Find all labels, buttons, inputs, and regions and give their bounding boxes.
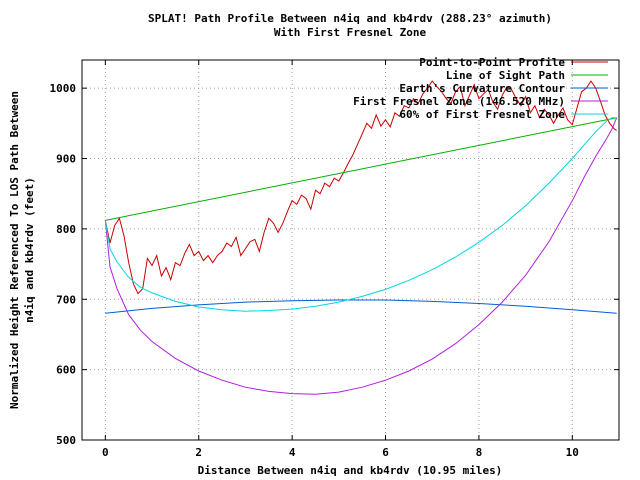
x-tick-label: 0 (102, 446, 109, 459)
y-axis-label-line1: Normalized Height Referenced To LOS Path… (8, 91, 21, 409)
series-line-line-of-sight-path (105, 117, 617, 221)
y-tick-label: 700 (56, 293, 76, 306)
x-axis-label: Distance Between n4iq and kb4rdv (10.95 … (198, 464, 503, 477)
chart-subtitle: With First Fresnel Zone (274, 26, 427, 39)
x-tick-label: 4 (289, 446, 296, 459)
series-line-point-to-point-profile (104, 80, 617, 295)
series-line-earth-s-curvature-contour (105, 299, 617, 314)
plot-series (104, 80, 618, 395)
legend-label: Earth's Curvature Contour (399, 82, 565, 95)
legend-label: First Fresnel Zone (146.520 MHz) (353, 95, 565, 108)
series-line-60-of-first-fresnel-zone (104, 117, 617, 312)
legend-label: Point-to-Point Profile (419, 56, 565, 69)
axis-ticks: 0 2 4 6 8 10 500 600 700 800 900 1000 (50, 60, 619, 459)
plot-frame (81, 59, 620, 441)
y-tick-label: 800 (56, 223, 76, 236)
y-tick-label: 600 (56, 364, 76, 377)
y-tick-label: 900 (56, 153, 76, 166)
legend-label: 60% of First Fresnel Zone (399, 108, 565, 121)
y-tick-label: 1000 (50, 82, 77, 95)
y-axis-label-line2: n4iq and kb4rdv (feet) (23, 177, 36, 323)
series-line-first-fresnel-zone-146-520-mhz (104, 117, 618, 395)
x-tick-label: 6 (382, 446, 389, 459)
chart-title: SPLAT! Path Profile Between n4iq and kb4… (148, 12, 552, 25)
x-tick-label: 8 (476, 446, 483, 459)
x-tick-label: 10 (566, 446, 579, 459)
legend-label: Line of Sight Path (446, 69, 565, 82)
x-tick-label: 2 (195, 446, 202, 459)
y-tick-label: 500 (56, 434, 76, 447)
